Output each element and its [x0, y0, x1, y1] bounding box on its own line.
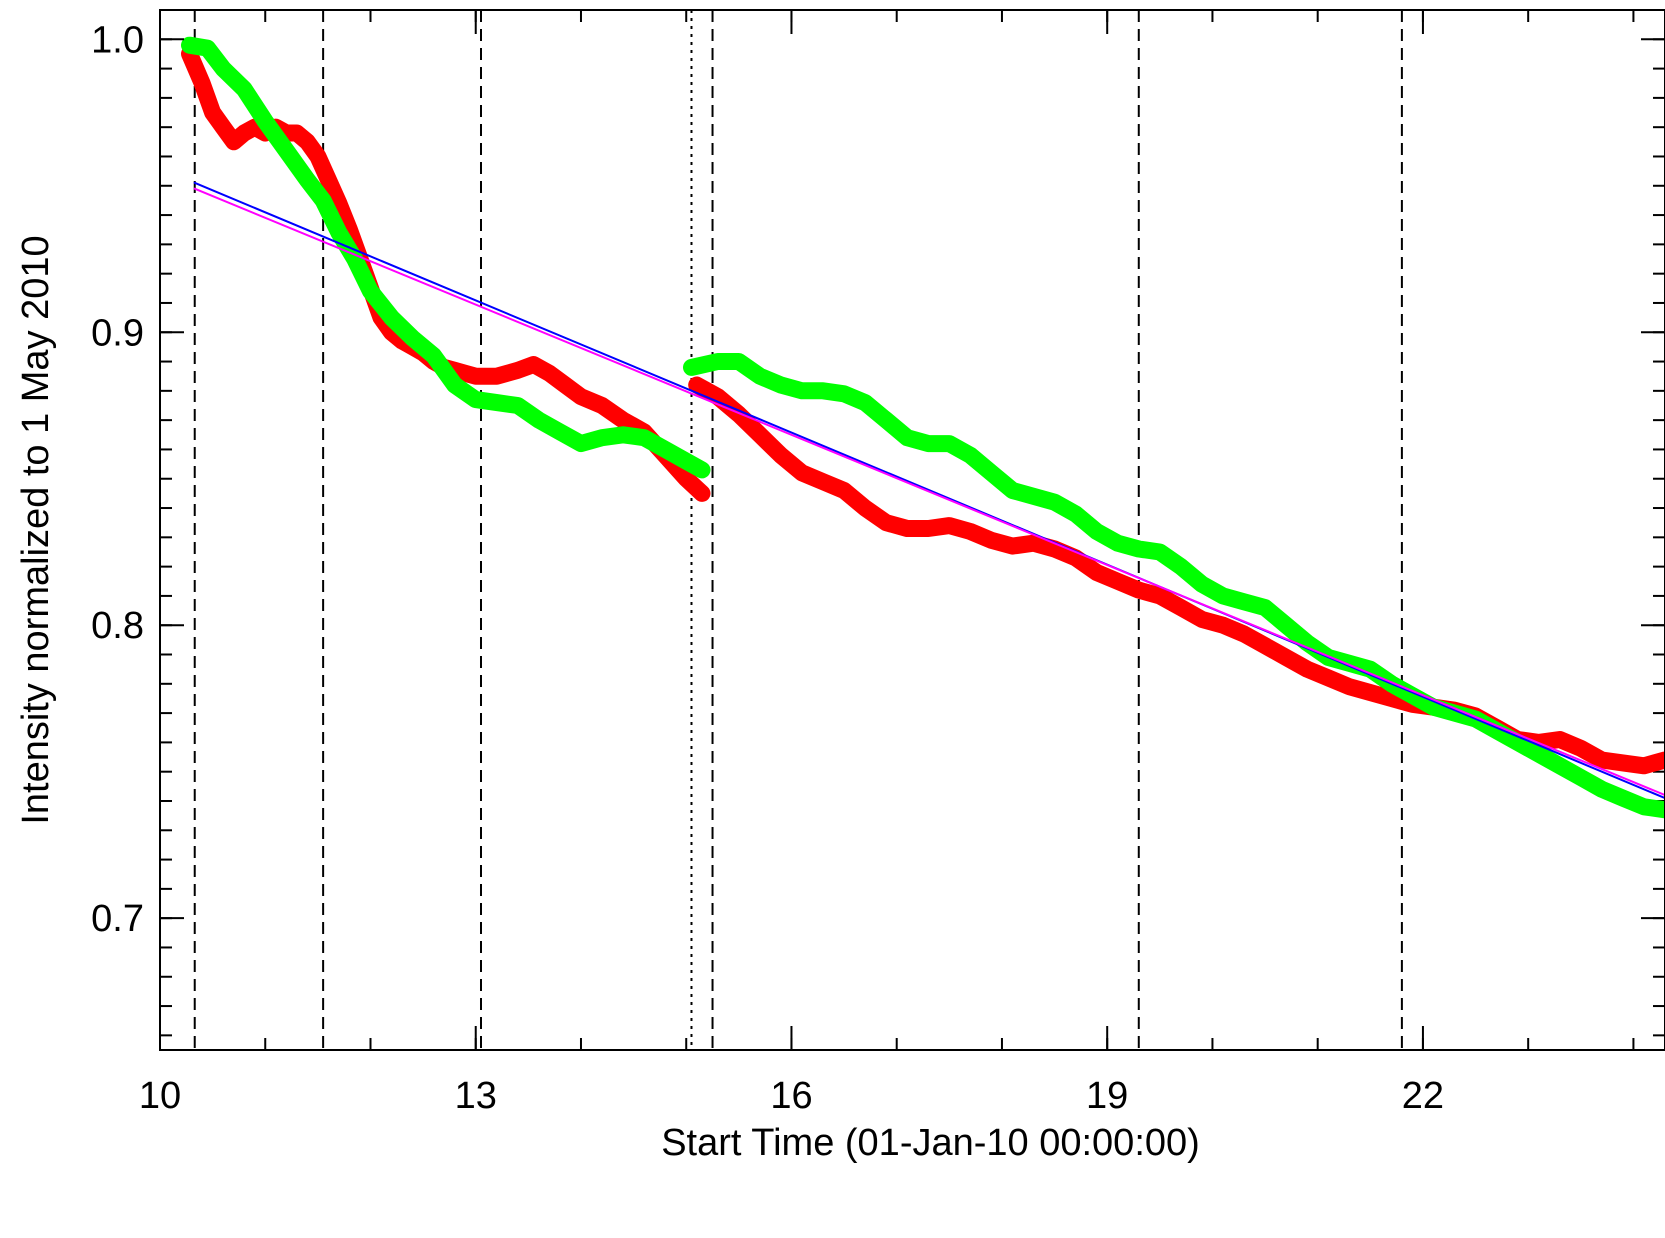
x-tick-label: 19: [1086, 1075, 1128, 1117]
y-axis-title: Intensity normalized to 1 May 2010: [15, 235, 57, 824]
series-line-2: [683, 353, 1665, 819]
x-tick-label: 10: [139, 1075, 181, 1117]
series-line-1: [181, 45, 711, 502]
y-tick-label: 0.8: [91, 605, 144, 647]
reference-lines: [193, 10, 1403, 1050]
y-tick-label: 1.0: [91, 19, 144, 61]
minor-ticks: [159, 9, 1665, 1050]
series-line-2: [181, 36, 711, 479]
plot-frame: [159, 9, 1665, 1051]
x-axis-title: Start Time (01-Jan-10 00:00:00): [661, 1122, 1200, 1164]
y-tick-label: 0.9: [91, 312, 144, 354]
series-line-3: [193, 181, 1665, 800]
series-line-4: [193, 187, 1665, 797]
x-tick-label: 16: [770, 1075, 812, 1117]
x-axis-ticks: 10 13 16 19 22: [139, 10, 1444, 1117]
x-tick-label: 13: [455, 1075, 497, 1117]
y-tick-label: 0.7: [91, 898, 144, 940]
x-tick-label: 22: [1402, 1075, 1444, 1117]
data-series: [181, 36, 1665, 819]
y-axis-ticks: 0.7 0.8 0.9 1.0: [91, 19, 1665, 940]
